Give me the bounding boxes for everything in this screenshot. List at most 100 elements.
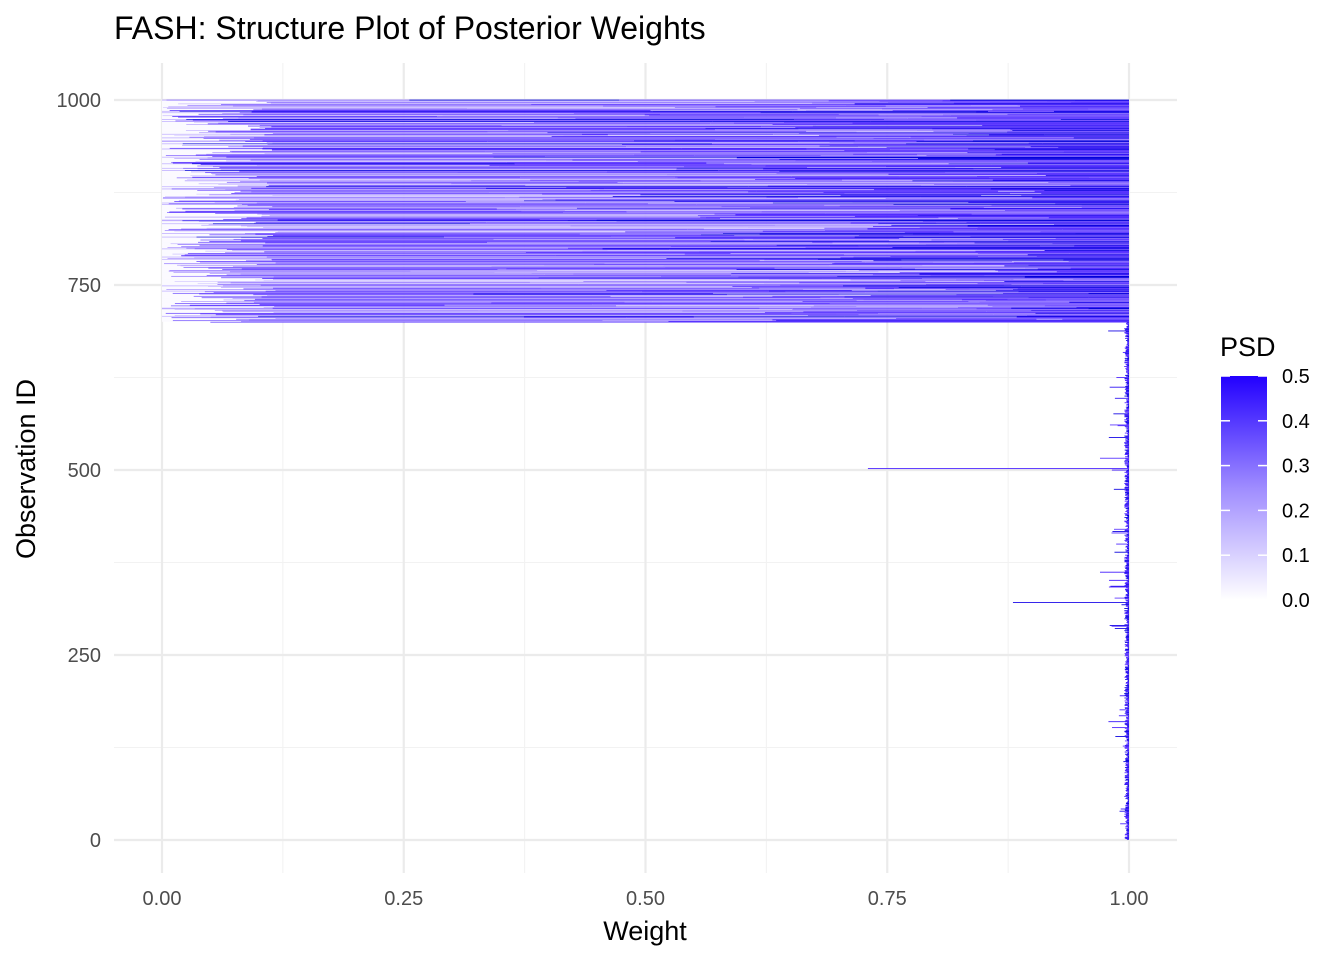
bar-segment	[1125, 494, 1129, 496]
bar-segment	[1126, 523, 1129, 525]
observation-bar	[162, 231, 1129, 233]
bar-segment	[1002, 238, 1129, 240]
bar-segment	[247, 204, 825, 206]
bar-segment	[1126, 677, 1129, 679]
bar-segment	[1127, 526, 1129, 528]
bar-segment	[162, 206, 273, 208]
observation-bar	[1124, 560, 1129, 562]
bar-segment	[162, 226, 264, 228]
observation-bar	[1126, 626, 1129, 628]
observation-bar	[162, 100, 1129, 102]
bar-segment	[1124, 704, 1129, 706]
bar-segment	[1126, 534, 1129, 535]
bar-segment	[867, 152, 968, 154]
bar-segment	[1125, 657, 1129, 659]
bar-segment	[1088, 292, 1129, 294]
bar-segment	[162, 317, 276, 319]
bar-segment	[1125, 713, 1129, 715]
bar-segment	[727, 186, 1129, 188]
bar-segment	[886, 146, 1026, 148]
bar-segment	[1127, 714, 1129, 716]
bar-segment	[162, 279, 256, 281]
observation-bar	[1126, 522, 1129, 524]
observation-bar	[1127, 376, 1129, 378]
observation-bar	[1124, 360, 1129, 361]
bar-segment	[162, 149, 272, 151]
bar-segment	[938, 217, 1049, 219]
bar-segment	[1127, 553, 1129, 555]
observation-bar	[1124, 711, 1129, 713]
bar-segment	[1125, 436, 1129, 438]
bar-segment	[206, 227, 825, 229]
bar-segment	[1124, 530, 1129, 532]
legend-tick-label: 0.3	[1282, 456, 1310, 478]
observation-bar	[1125, 456, 1129, 458]
bar-segment	[247, 226, 744, 228]
bar-segment	[1125, 481, 1129, 483]
observation-bar	[1125, 653, 1129, 655]
observation-bar	[1125, 821, 1129, 823]
observation-bar	[162, 178, 1129, 179]
observation-bar	[162, 147, 1129, 149]
bar-segment	[194, 248, 603, 250]
bar-segment	[776, 244, 1129, 246]
bar-segment	[1124, 380, 1129, 381]
bar-segment	[1063, 259, 1129, 261]
bar-segment	[267, 144, 622, 145]
bar-segment	[1128, 461, 1129, 463]
bar-segment	[205, 250, 583, 252]
observation-bar	[162, 214, 1129, 216]
bar-segment	[1126, 451, 1129, 453]
observation-bar	[162, 109, 1129, 111]
observation-bar	[1128, 800, 1129, 802]
bar-segment	[1125, 821, 1129, 823]
bar-segment	[1126, 562, 1129, 564]
bar-segment	[171, 275, 661, 277]
bar-segment	[162, 209, 269, 211]
bar-segment	[162, 244, 200, 246]
bar-segment	[214, 201, 853, 203]
bar-segment	[162, 106, 169, 108]
legend-tick-label: 0.2	[1282, 500, 1310, 522]
observation-bar	[1127, 660, 1129, 662]
observation-bar	[1126, 790, 1129, 792]
observation-bar	[1125, 602, 1129, 604]
bar-layer	[162, 99, 1130, 840]
observation-bar	[162, 209, 1129, 211]
observation-bar	[1125, 483, 1129, 485]
bar-segment	[174, 280, 584, 282]
bar-segment	[705, 127, 1129, 129]
bar-segment	[220, 286, 752, 288]
bar-segment	[1126, 510, 1129, 512]
bar-segment	[1127, 370, 1129, 372]
bar-segment	[865, 292, 1129, 293]
bar-segment	[698, 251, 1129, 253]
bar-segment	[248, 178, 796, 179]
bar-segment	[255, 279, 851, 281]
bar-segment	[1044, 189, 1129, 191]
bar-segment	[581, 133, 774, 135]
bar-segment	[162, 196, 186, 198]
bar-segment	[1125, 770, 1129, 772]
bar-segment	[1007, 113, 1129, 115]
bar-segment	[1124, 521, 1129, 523]
bar-segment	[162, 126, 272, 128]
observation-bar	[1124, 664, 1129, 666]
bar-segment	[162, 209, 235, 211]
observation-bar	[1126, 344, 1129, 346]
observation-bar	[162, 188, 1129, 190]
observation-bar	[162, 120, 1129, 122]
bar-segment	[779, 170, 1129, 172]
bar-segment	[1125, 453, 1129, 455]
bar-segment	[684, 253, 1129, 255]
bar-segment	[989, 101, 1072, 103]
observation-bar	[1127, 609, 1129, 611]
observation-bar	[1125, 525, 1129, 527]
bar-segment	[975, 250, 1129, 252]
observation-bar	[1127, 665, 1129, 667]
bar-segment	[1125, 649, 1129, 651]
observation-bar	[1126, 673, 1129, 675]
observation-bar	[162, 249, 1129, 250]
bar-segment	[209, 272, 532, 274]
bar-segment	[890, 255, 979, 257]
